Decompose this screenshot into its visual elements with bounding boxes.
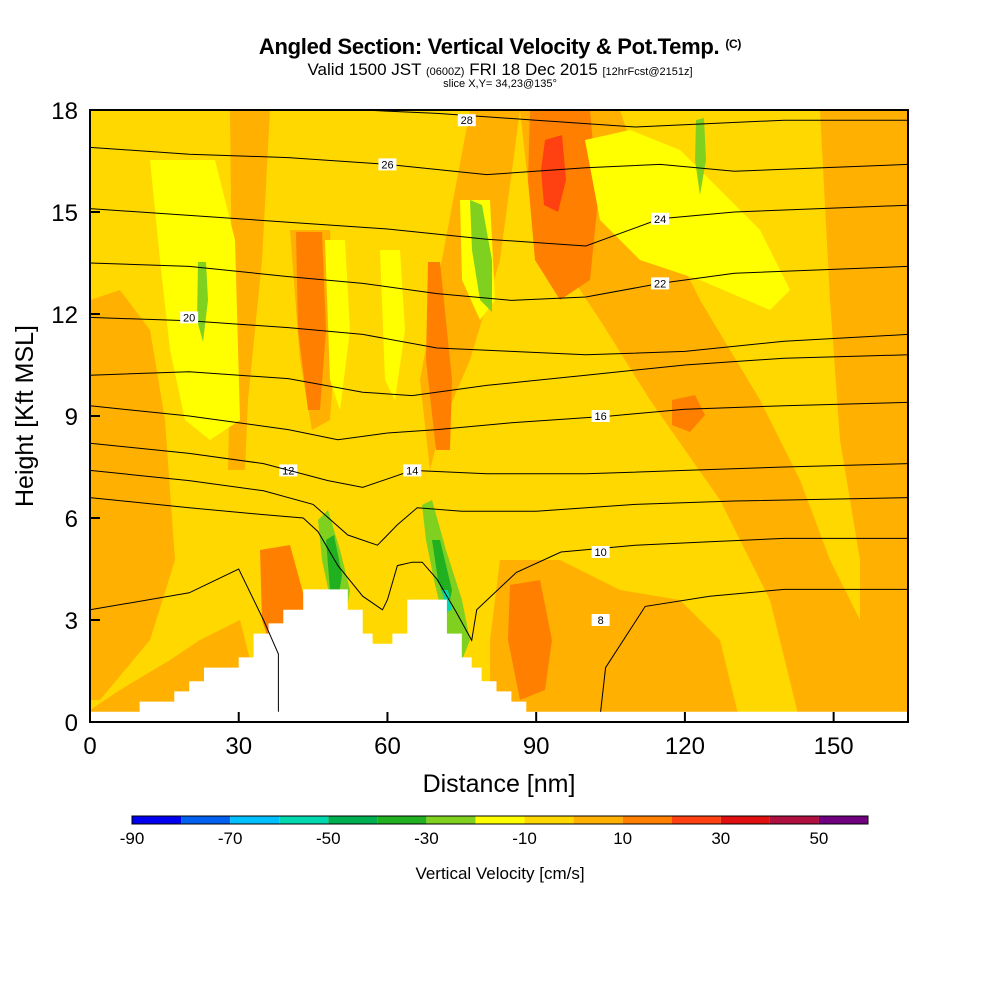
theta-contour-26 <box>90 146 908 176</box>
contour-label-bg <box>378 158 397 171</box>
y-tick-label: 6 <box>65 506 78 533</box>
colorbar-tick-label: -50 <box>316 829 341 848</box>
colorbar-swatch <box>720 816 770 824</box>
velocity-region <box>585 130 790 310</box>
colorbar-frame <box>131 815 869 825</box>
contour-label: 20 <box>183 312 195 324</box>
colorbar-swatch <box>671 816 721 824</box>
plot-area: 8 10 12 14 16 20 22 24 26 28 <box>89 109 909 723</box>
contour-label: 26 <box>381 159 393 171</box>
slice-info: slice X,Y= 34,23@135° <box>443 78 557 90</box>
theta-contour-28 <box>90 110 908 128</box>
velocity-region <box>695 118 706 195</box>
colorbar-swatch <box>328 816 378 824</box>
colorbar-label: Vertical Velocity [cm/s] <box>415 864 585 883</box>
theta-contour-12 <box>90 469 908 546</box>
theta-contour-8 <box>600 588 908 712</box>
contour-label: 28 <box>461 115 473 127</box>
contour-label-bg <box>180 311 199 324</box>
contour-label-bg <box>591 546 610 558</box>
contour-label: 12 <box>282 465 294 477</box>
x-tick-label: 60 <box>374 733 401 760</box>
y-tick-label: 15 <box>51 200 78 227</box>
theta-contour-24 <box>90 204 908 247</box>
velocity-region <box>380 250 405 400</box>
colorbar-tick-label: -30 <box>414 829 439 848</box>
contour-label-bg <box>651 212 670 225</box>
theta-contour-18 <box>90 354 908 397</box>
contour-label: 10 <box>595 547 607 559</box>
y-tick-label: 12 <box>51 302 78 329</box>
colorbar-swatch <box>181 816 231 824</box>
colorbar-tick-label: -70 <box>218 829 243 848</box>
axes: 0 30 60 90 120 150 0 3 6 9 12 15 18 Distance [nm] Heig… <box>11 98 854 798</box>
y-axis-label: Height [Kft MSL] <box>11 325 39 507</box>
velocity-region <box>541 135 566 212</box>
x-tick-label: 0 <box>83 733 96 760</box>
theta-contour-8 <box>90 568 279 712</box>
contour-label: 16 <box>595 411 607 423</box>
velocity-region <box>426 262 452 450</box>
velocity-region <box>508 580 552 700</box>
x-tick-label: 30 <box>225 733 252 760</box>
colorbar-tick-label: 10 <box>613 829 632 848</box>
contour-label-bg <box>403 464 422 477</box>
velocity-region <box>820 110 908 722</box>
contour-label: 24 <box>654 214 666 226</box>
y-tick-label: 9 <box>65 404 78 431</box>
colorbar-swatch <box>279 816 329 824</box>
contour-label: 22 <box>654 278 666 290</box>
colorbar: -90 -70 -50 -30 -10 10 30 50 <box>120 815 869 848</box>
x-axis-label: Distance [nm] <box>423 770 576 798</box>
velocity-region <box>150 160 240 440</box>
theta-contour-22 <box>90 262 908 301</box>
terrain <box>90 589 908 722</box>
chart-title: Angled Section: Vertical Velocity & Pot.… <box>258 34 742 59</box>
velocity-region <box>470 200 492 312</box>
velocity-region <box>442 590 452 612</box>
colorbar-swatch <box>622 816 672 824</box>
theta-contour-16 <box>90 401 908 441</box>
x-tick-label: 150 <box>814 733 854 760</box>
colorbar-tick-label: -90 <box>120 829 145 848</box>
velocity-region <box>296 232 326 410</box>
colorbar-tick-label: 50 <box>809 829 828 848</box>
velocity-region <box>672 395 705 432</box>
colorbar-tick-label: 30 <box>711 829 730 848</box>
colorbar-swatch <box>230 816 280 824</box>
colorbar-swatch <box>132 816 182 824</box>
chart-subtitle: Valid 1500 JST (0600Z) FRI 18 Dec 2015 [… <box>307 60 693 79</box>
colorbar-swatch <box>769 816 819 824</box>
x-tick-label: 120 <box>665 733 705 760</box>
velocity-region <box>490 560 740 722</box>
contour-label: 8 <box>598 615 604 627</box>
velocity-region <box>90 290 175 700</box>
colorbar-swatch <box>573 816 623 824</box>
colorbar-swatch <box>524 816 574 824</box>
colorbar-swatch <box>475 816 525 824</box>
contour-label-bg <box>651 277 670 290</box>
contour-label-bg <box>457 114 476 127</box>
colorbar-swatch <box>818 816 868 824</box>
contour-label-bg <box>591 410 610 422</box>
velocity-field <box>90 110 908 722</box>
velocity-region <box>325 240 350 410</box>
y-tick-label: 3 <box>65 608 78 635</box>
y-tick-label: 18 <box>51 98 78 125</box>
y-tick-label: 0 <box>65 710 78 737</box>
colorbar-tick-label: -10 <box>512 829 537 848</box>
colorbar-swatch <box>426 816 476 824</box>
contour-label-bg <box>591 614 610 626</box>
colorbar-swatch <box>377 816 427 824</box>
theta-contours: 8 10 12 14 16 20 22 24 26 28 <box>90 110 908 712</box>
x-tick-label: 90 <box>523 733 550 760</box>
contour-label: 14 <box>406 465 418 477</box>
title-unit: (C) <box>725 37 742 51</box>
theta-contour-20 <box>90 316 908 356</box>
